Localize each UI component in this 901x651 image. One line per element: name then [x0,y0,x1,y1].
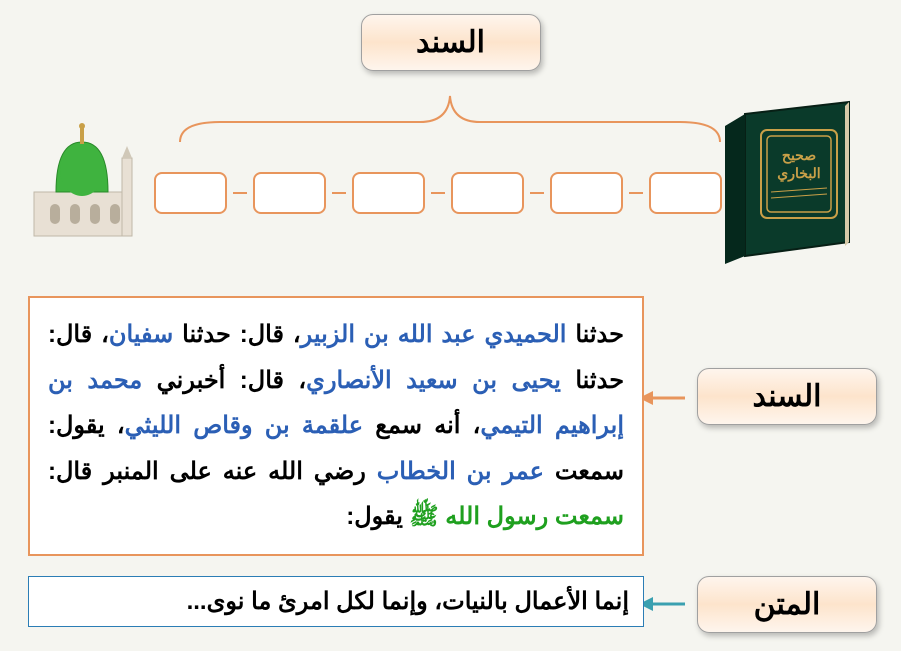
narrator-name: علقمة بن وقاص الليثي [125,412,363,439]
chain-box [154,172,227,214]
narrator-name: الحميدي عبد الله بن الزبير [301,321,567,348]
narrator-chain [148,165,728,221]
chain-link [431,192,445,194]
chain-box [253,172,326,214]
narrator-name: سفيان [109,321,173,348]
chain-box [352,172,425,214]
arrow-matn-icon [639,594,685,614]
matn-side-label: المتن [697,576,877,633]
mosque-icon [16,122,148,240]
sanad-text-segment: يقول: [346,503,409,530]
svg-text:البخاري: البخاري [777,165,820,182]
prophet-phrase: سمعت رسول الله ﷺ [410,503,624,530]
sanad-title-box: السند [361,14,541,71]
svg-text:صحيح: صحيح [782,147,816,164]
chain-link [233,192,247,194]
chain-link [629,192,643,194]
chain-link [332,192,346,194]
hadith-book-icon: صحيح البخاري [717,96,865,264]
matn-text-box: إنما الأعمال بالنيات، وإنما لكل امرئ ما … [28,576,644,627]
sanad-text-box: حدثنا الحميدي عبد الله بن الزبير، قال: ح… [28,296,644,556]
narrator-name: عمر بن الخطاب [377,458,544,485]
sanad-text-segment: حدثنا [566,321,624,348]
sanad-text-segment: ، أنه سمع [363,412,480,439]
chain-link [530,192,544,194]
narrator-name: يحيى بن سعيد الأنصاري [306,367,561,394]
matn-text: إنما الأعمال بالنيات، وإنما لكل امرئ ما … [187,588,629,615]
sanad-text-segment: رضي الله عنه على المنبر قال: [48,458,377,485]
arrow-sanad-icon [639,388,685,408]
chain-brace [160,82,740,152]
sanad-title-text: السند [416,26,485,59]
sanad-side-text: السند [752,380,821,413]
chain-box [451,172,524,214]
chain-box [649,172,722,214]
sanad-text-segment: ، قال: حدثنا [173,321,300,348]
sanad-side-label: السند [697,368,877,425]
matn-side-text: المتن [754,588,821,621]
sanad-text-segment: ، قال: أخبرني [142,367,306,394]
chain-box [550,172,623,214]
